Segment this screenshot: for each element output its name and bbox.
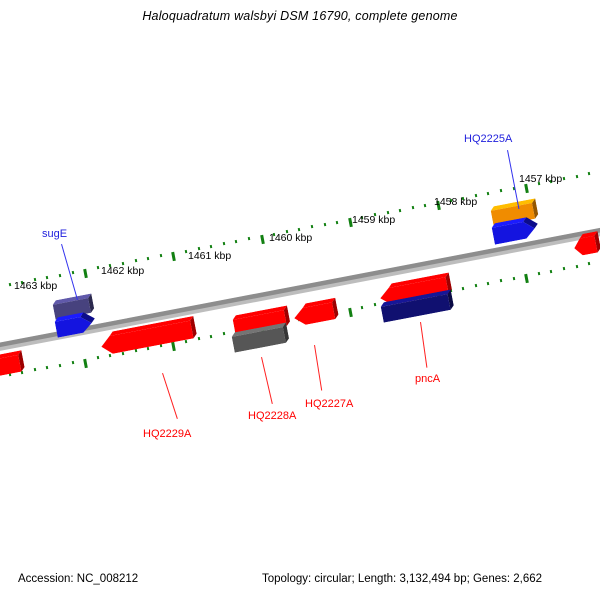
page-title: Haloquadratum walsbyi DSM 16790, complet… <box>142 9 458 23</box>
feature-pncA-arrow-left[interactable] <box>378 272 452 307</box>
feature-shape <box>294 297 339 325</box>
ruler-label: 1463 kbp <box>14 280 58 292</box>
ruler-label: 1459 kbp <box>352 214 396 226</box>
ruler-tick-minor <box>537 271 541 276</box>
ruler-tick-minor <box>575 174 579 179</box>
feature-edge-arrow-left[interactable] <box>0 350 25 379</box>
ruler-label: 1458 kbp <box>434 196 478 208</box>
feature-label-sugE[interactable]: sugE <box>42 228 68 240</box>
feature-sugE-arrow-right[interactable] <box>54 311 95 338</box>
feature-pncA-rect[interactable] <box>380 289 454 323</box>
feature-shape <box>231 322 290 353</box>
accession-text: Accession: NC_008212 <box>18 573 139 585</box>
ruler-label: 1457 kbp <box>519 173 563 185</box>
ruler-tick-minor <box>71 270 75 275</box>
feature-HQ2228A-rect[interactable] <box>231 322 290 353</box>
feature-label-HQ2227A[interactable]: HQ2227A <box>305 398 354 410</box>
feature-label-pncA[interactable]: pncA <box>415 373 441 385</box>
feature-shape <box>232 305 291 336</box>
ruler-tick-minor <box>411 205 415 210</box>
ruler-tick-minor <box>58 363 62 367</box>
ruler-tick-minor <box>58 273 62 277</box>
feature-HQ2225A-arrow-right[interactable] <box>491 216 538 245</box>
feature-shape <box>101 315 197 354</box>
ruler-tick-minor <box>8 282 12 287</box>
feature-HQ2229A-arrow-left[interactable] <box>99 315 197 357</box>
feature-label-HQ2225A[interactable]: HQ2225A <box>464 133 513 145</box>
ruler-label: 1462 kbp <box>101 265 145 277</box>
backbone-line <box>0 227 600 351</box>
feature-HQ2227A-arrow-left[interactable] <box>292 297 339 327</box>
feature-edge-arrow-left[interactable] <box>572 231 600 258</box>
feature-shape <box>380 272 452 305</box>
ruler-tick-minor <box>197 336 201 341</box>
feature-shape <box>0 350 25 376</box>
feature-HQ2228A-rect[interactable] <box>232 305 291 336</box>
feature-shape <box>574 231 600 256</box>
ruler-tick-minor <box>474 283 478 288</box>
feature-label-HQ2228A[interactable]: HQ2228A <box>248 410 297 422</box>
feature-shape <box>491 217 538 245</box>
feature-shape <box>380 289 454 323</box>
genome-stats-text: Topology: circular; Length: 3,132,494 bp… <box>262 573 543 585</box>
feature-label-HQ2229A[interactable]: HQ2229A <box>143 428 192 440</box>
ruler-label: 1460 kbp <box>269 232 313 244</box>
ruler-tick-minor <box>323 222 327 227</box>
ruler-tick-minor <box>134 258 138 263</box>
feature-shape <box>54 312 95 338</box>
ruler-tick-minor <box>512 276 516 281</box>
ruler-tick-minor <box>575 264 579 269</box>
ruler-label: 1461 kbp <box>188 250 232 262</box>
ruler-tick-minor <box>71 360 75 365</box>
